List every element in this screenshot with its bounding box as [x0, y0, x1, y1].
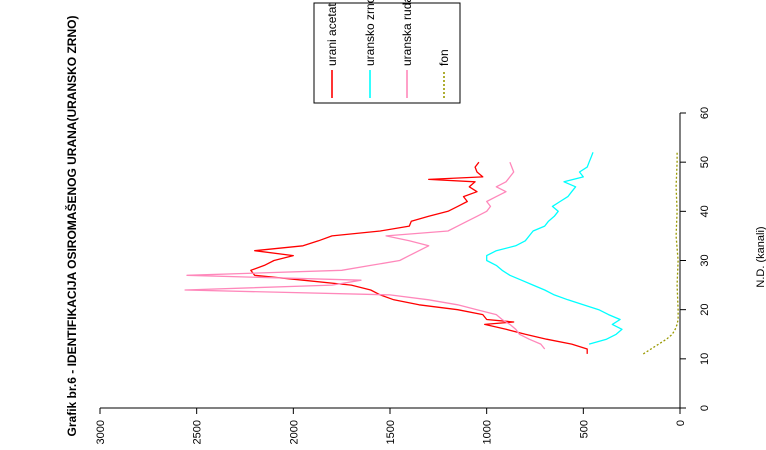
value-tick-label: 500	[578, 420, 590, 438]
channel-tick-label: 20	[699, 304, 711, 316]
legend: urani acetat uransko zrno uranska ruda fon	[313, 0, 461, 104]
channel-tick-label: 0	[699, 405, 711, 411]
value-tick-label: 2000	[288, 420, 300, 444]
legend-label-1: uransko zrno	[363, 0, 377, 66]
series-group	[184, 152, 679, 355]
chart-title: Grafik br.6 - IDENTIFIKACIJA OSIROMAŠENO…	[64, 16, 79, 437]
channel-tick-label: 60	[699, 107, 711, 119]
channel-tick-label: 50	[699, 156, 711, 168]
legend-label-2: uranska ruda	[400, 0, 414, 66]
legend-box	[313, 2, 461, 104]
series-line-0	[250, 161, 588, 354]
value-tick-label: 0	[675, 420, 687, 426]
series-line-2	[184, 161, 546, 350]
channel-tick-label: 10	[699, 353, 711, 365]
legend-label-0: urani acetat	[325, 3, 339, 66]
series-line-1	[486, 152, 623, 345]
value-axis-ticks: 0 500 1000 1500 2000 2500 3000	[95, 408, 687, 444]
value-tick-label: 1000	[482, 420, 494, 444]
channel-tick-label: 30	[699, 254, 711, 266]
value-tick-label: 1500	[385, 420, 397, 444]
series-line-3	[642, 152, 679, 355]
value-tick-label: 3000	[95, 420, 107, 444]
channel-tick-label: 40	[699, 205, 711, 217]
channel-axis-label: N.D. (kanali)	[755, 226, 766, 287]
value-tick-label: 2500	[192, 420, 204, 444]
legend-label-3: fon	[437, 49, 451, 66]
channel-axis-ticks: 0 10 20 30 40 50 60	[680, 107, 711, 411]
